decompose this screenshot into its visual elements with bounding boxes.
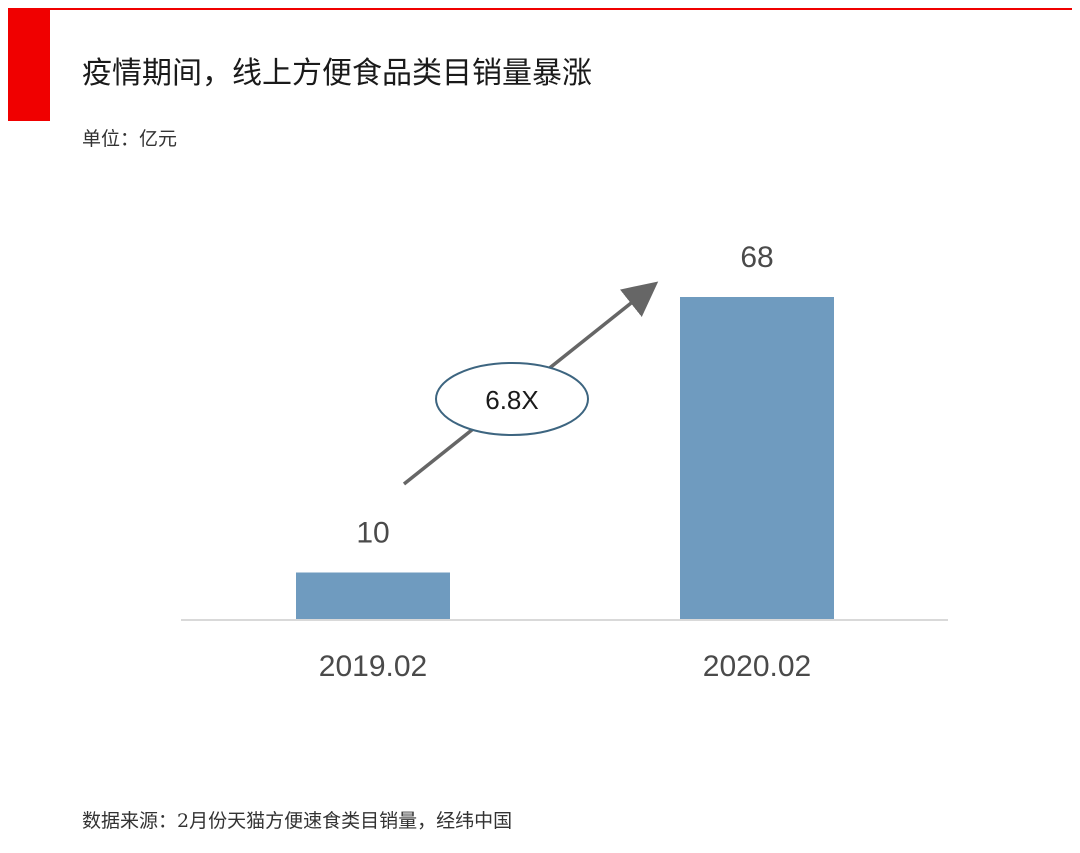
growth-label: 6.8X xyxy=(485,385,539,415)
unit-label: 单位：亿元 xyxy=(82,128,178,150)
data-label-2020.02: 68 xyxy=(740,241,773,274)
source-note: 数据来源：2月份天猫方便速食类目销量，经纬中国 xyxy=(82,810,513,832)
accent-bar xyxy=(8,8,50,121)
data-label-2019.02: 10 xyxy=(356,517,389,550)
x-tick-label-2020.02: 2020.02 xyxy=(703,650,811,683)
growth-badge xyxy=(435,362,589,436)
bar-2020.02 xyxy=(680,297,834,620)
x-tick-label-2019.02: 2019.02 xyxy=(319,650,427,683)
header-rule xyxy=(50,8,1072,10)
bar-2019.02 xyxy=(296,572,450,620)
page-title: 疫情期间，线上方便食品类目销量暴涨 xyxy=(82,56,592,91)
